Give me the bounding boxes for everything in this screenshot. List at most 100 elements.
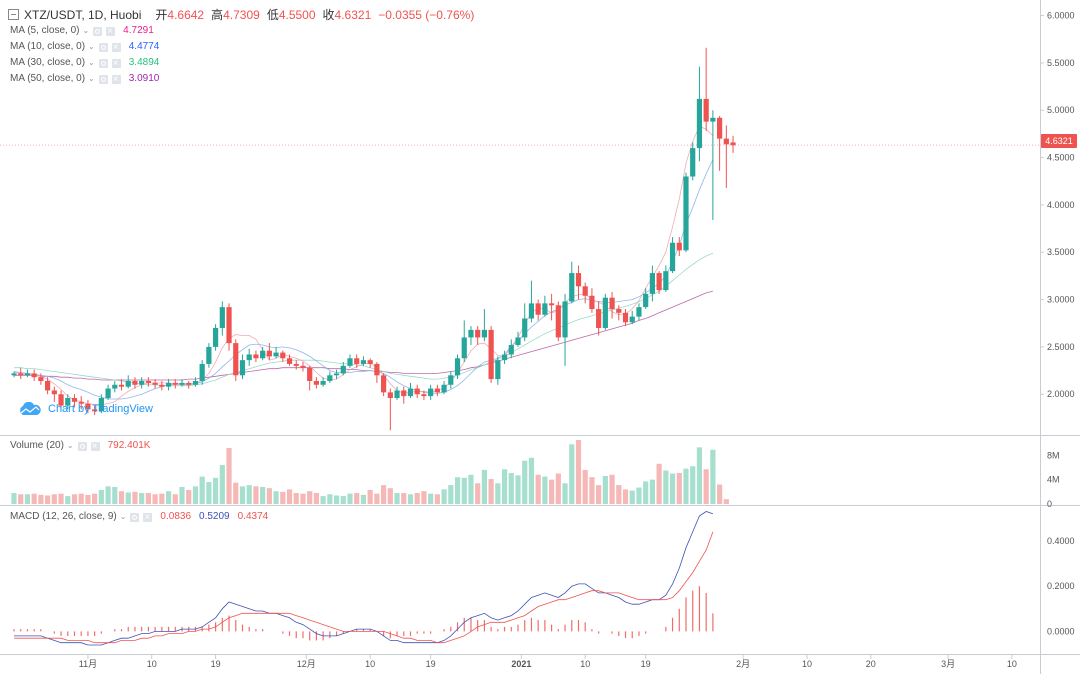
volume-legend-row[interactable]: Volume (20)⌄ 792.401K bbox=[10, 438, 150, 455]
price-tick-label: 2.5000 bbox=[1047, 342, 1075, 352]
chevron-down-icon[interactable]: ⌄ bbox=[66, 441, 74, 450]
settings-icon[interactable] bbox=[98, 58, 108, 68]
candle-body bbox=[71, 398, 78, 402]
volume-bar bbox=[347, 493, 353, 504]
candle-body bbox=[165, 382, 172, 387]
candle-body bbox=[643, 293, 649, 308]
volume-bar bbox=[696, 447, 703, 504]
settings-icon[interactable] bbox=[98, 42, 108, 52]
collapse-icon[interactable] bbox=[8, 9, 19, 20]
volume-bar bbox=[118, 491, 125, 504]
candle-body bbox=[669, 242, 676, 272]
chevron-down-icon[interactable]: ⌄ bbox=[88, 74, 95, 83]
close-icon[interactable] bbox=[111, 56, 121, 72]
ma-legend-row[interactable]: MA (30, close, 0)⌄ 3.4894 bbox=[10, 55, 160, 72]
candle-body bbox=[381, 375, 387, 393]
volume-bar bbox=[629, 490, 635, 504]
close-icon[interactable] bbox=[111, 72, 121, 88]
settings-icon[interactable] bbox=[98, 74, 108, 84]
settings-icon[interactable] bbox=[93, 26, 103, 36]
volume-bar bbox=[45, 495, 51, 504]
volume-bar bbox=[333, 495, 340, 504]
volume-bar bbox=[179, 486, 185, 504]
candle-body bbox=[112, 384, 118, 389]
volume-bar bbox=[71, 494, 78, 504]
candle-body bbox=[549, 303, 555, 306]
candle-body bbox=[360, 360, 367, 364]
ma-legend-row[interactable]: MA (50, close, 0)⌄ 3.0910 bbox=[10, 71, 159, 88]
volume-bar bbox=[475, 483, 481, 504]
volume-bar bbox=[468, 474, 474, 504]
candle-body bbox=[703, 98, 709, 122]
candle-body bbox=[246, 354, 252, 361]
volume-bar bbox=[206, 482, 212, 504]
candle-body bbox=[45, 380, 51, 391]
candle-body bbox=[313, 380, 319, 385]
candle-body bbox=[354, 358, 360, 364]
volume-bar bbox=[602, 475, 608, 504]
time-tick-label: 2021 bbox=[511, 659, 531, 669]
ma-label: MA (30, close, 0) bbox=[10, 57, 86, 68]
volume-bar bbox=[522, 460, 528, 504]
candle-body bbox=[683, 176, 689, 251]
brand-label: Chart by TradingView bbox=[48, 403, 153, 415]
volume-bar bbox=[112, 486, 118, 504]
macd-label: MACD (12, 26, close, 9) bbox=[10, 511, 117, 522]
ma-label: MA (5, close, 0) bbox=[10, 25, 80, 36]
candle-body bbox=[367, 360, 373, 364]
close-icon[interactable] bbox=[90, 439, 100, 455]
price-tick-label: 5.0000 bbox=[1047, 105, 1075, 115]
close-icon[interactable] bbox=[106, 24, 116, 40]
ma-legend-row[interactable]: MA (5, close, 0)⌄ 4.7291 bbox=[10, 23, 159, 40]
candle-body bbox=[414, 388, 420, 395]
candle-body bbox=[582, 286, 588, 296]
chevron-down-icon[interactable]: ⌄ bbox=[88, 58, 95, 67]
candle-body bbox=[515, 337, 521, 346]
volume-bar bbox=[280, 491, 286, 504]
candle-body bbox=[18, 373, 24, 376]
candle-body bbox=[286, 358, 293, 364]
candle-body bbox=[65, 398, 71, 406]
settings-icon[interactable] bbox=[77, 441, 87, 451]
candle-body bbox=[575, 273, 582, 287]
macd-legend-row[interactable]: MACD (12, 26, close, 9)⌄ 0.0836 0.5209 0… bbox=[10, 509, 268, 526]
candle-body bbox=[98, 398, 104, 412]
volume-bar bbox=[293, 493, 299, 504]
volume-bar bbox=[11, 493, 17, 504]
close-icon[interactable] bbox=[111, 40, 121, 56]
symbol-title[interactable]: XTZ/USDT, 1D, Huobi bbox=[24, 7, 142, 22]
volume-bar bbox=[92, 493, 98, 504]
chevron-down-icon[interactable]: ⌄ bbox=[88, 42, 95, 51]
volume-bar bbox=[172, 494, 178, 504]
candle-body bbox=[602, 297, 608, 328]
time-tick-label: 10 bbox=[147, 659, 157, 669]
candle-body bbox=[159, 384, 165, 387]
close-icon[interactable] bbox=[143, 510, 153, 526]
volume-bar bbox=[414, 493, 420, 504]
macd-hist-value: 0.0836 bbox=[160, 511, 192, 522]
candle-body bbox=[31, 373, 37, 378]
chevron-down-icon[interactable]: ⌄ bbox=[82, 26, 90, 35]
price-tick-label: 4.5000 bbox=[1047, 153, 1075, 163]
candle-body bbox=[401, 390, 407, 397]
tradingview-brand[interactable]: Chart by TradingView bbox=[18, 402, 153, 416]
volume-bar bbox=[495, 483, 501, 504]
volume-bar bbox=[367, 489, 373, 504]
ma-value: 3.4894 bbox=[128, 57, 160, 68]
candle-body bbox=[293, 363, 299, 366]
low-label: 低 bbox=[266, 8, 279, 22]
ma-value: 4.7291 bbox=[123, 25, 154, 36]
candle-body bbox=[192, 380, 199, 385]
chevron-down-icon[interactable]: ⌄ bbox=[119, 512, 127, 521]
candle-body bbox=[629, 316, 635, 323]
candle-body bbox=[589, 295, 595, 310]
volume-bar bbox=[461, 477, 467, 504]
candle-body bbox=[320, 380, 326, 385]
candle-body bbox=[333, 373, 340, 376]
ma-legend-row[interactable]: MA (10, close, 0)⌄ 4.4774 bbox=[10, 39, 159, 56]
volume-bar bbox=[394, 493, 400, 504]
volume-bar bbox=[213, 477, 219, 504]
settings-icon[interactable] bbox=[130, 512, 140, 522]
